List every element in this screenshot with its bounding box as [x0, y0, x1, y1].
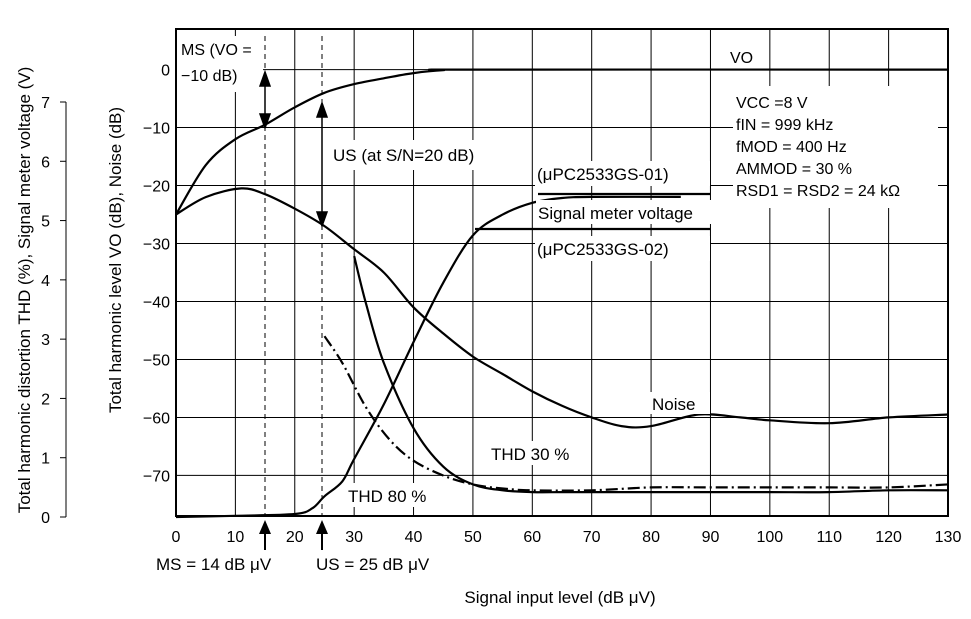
- ms-range-arrow: [258, 69, 272, 131]
- ms-label-line1: MS (VO =: [181, 42, 252, 59]
- series-noise: [175, 187, 949, 429]
- left-tick-label: 0: [41, 510, 50, 527]
- condition-line: fIN = 999 kHz: [736, 117, 833, 134]
- conditions-bg: [733, 86, 938, 208]
- ic02-label-bg: [535, 236, 710, 261]
- x-tick-label: 70: [583, 529, 601, 546]
- thd30-label-bg: [488, 441, 588, 465]
- left-tick-label: 7: [41, 95, 50, 112]
- plot-frame: [175, 28, 949, 517]
- series-thd-30: [323, 335, 949, 492]
- noise-label-bg: [648, 392, 710, 414]
- signal-meter-label-bg: [536, 200, 732, 224]
- ic01-label: (μPC2533GS-01): [537, 165, 669, 184]
- condition-line: fMOD = 400 Hz: [736, 139, 847, 156]
- ms-label-line2: −10 dB): [181, 68, 237, 85]
- y-tick-label: 0: [161, 63, 170, 80]
- us-marker-arrow: [316, 520, 328, 550]
- left-tick-label: 2: [41, 391, 50, 408]
- y-axis-ticks: 0 −10 −20 −30 −40 −50 −60 −70: [143, 63, 170, 486]
- thd80-label-bg: [344, 483, 448, 507]
- us-range-arrow: [315, 100, 329, 229]
- ms-label-box: [177, 36, 263, 92]
- us-marker-label: US = 25 dB μV: [316, 555, 430, 574]
- left-tick-label: 3: [41, 332, 50, 349]
- y-tick-label: −20: [143, 179, 170, 196]
- x-tick-label: 90: [702, 529, 720, 546]
- x-tick-label: 10: [226, 529, 244, 546]
- x-tick-label: 20: [286, 529, 304, 546]
- ms-marker-label: MS = 14 dB μV: [156, 555, 272, 574]
- condition-line: VCC =8 V: [736, 95, 808, 112]
- x-axis-label: Signal input level (dB μV): [464, 588, 655, 607]
- series-group: [175, 68, 949, 519]
- y-tick-label: −10: [143, 121, 170, 138]
- x-tick-label: 50: [464, 529, 482, 546]
- us-label: US (at S/N=20 dB): [333, 146, 474, 165]
- x-tick-label: 30: [345, 529, 363, 546]
- x-tick-label: 0: [172, 529, 181, 546]
- left-tick-label: 5: [41, 214, 50, 231]
- series-vo: [175, 68, 949, 216]
- conditions-block: VCC =8 V fIN = 999 kHz fMOD = 400 Hz AMMOD …: [736, 95, 900, 200]
- condition-line: AMMOD = 30 %: [736, 161, 852, 178]
- y-tick-label: −40: [143, 294, 170, 311]
- ms-marker-arrow: [259, 520, 271, 550]
- condition-line: RSD1 = RSD2 = 24 kΩ: [736, 183, 900, 200]
- left-tick-label: 6: [41, 154, 50, 171]
- y-tick-label: −30: [143, 237, 170, 254]
- x-tick-label: 80: [642, 529, 660, 546]
- x-tick-label: 120: [875, 529, 902, 546]
- vo-label: VO: [730, 50, 753, 67]
- series-thd-80: [353, 255, 949, 494]
- us-label-bg: [330, 140, 515, 170]
- signal-meter-label: Signal meter voltage: [538, 204, 693, 223]
- y-tick-label: −50: [143, 352, 170, 369]
- x-tick-label: 130: [935, 529, 962, 546]
- left-axis-ticks: 0 1 2 3 4 5 6 7: [41, 95, 66, 527]
- x-tick-label: 60: [523, 529, 541, 546]
- thd80-label: THD 80 %: [348, 487, 426, 506]
- noise-label: Noise: [652, 395, 695, 414]
- ic01-label-bg: [535, 161, 710, 186]
- y-tick-label: −60: [143, 410, 170, 427]
- x-axis-ticks: 0 10 20 30 40 50 60 70 80 90 100 110 120 130: [172, 529, 962, 546]
- y-tick-label: −70: [143, 468, 170, 485]
- series-signal-meter-voltage: [175, 195, 681, 519]
- thd30-label: THD 30 %: [491, 445, 569, 464]
- x-tick-label: 110: [816, 529, 842, 546]
- left-tick-label: 4: [41, 273, 50, 290]
- left-axis-label: Total harmonic distortion THD (%), Signa…: [15, 67, 34, 514]
- left-tick-label: 1: [41, 451, 50, 468]
- x-tick-label: 100: [756, 529, 783, 546]
- ic02-label: (μPC2533GS-02): [537, 240, 669, 259]
- x-tick-label: 40: [405, 529, 423, 546]
- right-axis-label: Total harmonic level VO (dB), Noise (dB): [106, 107, 125, 413]
